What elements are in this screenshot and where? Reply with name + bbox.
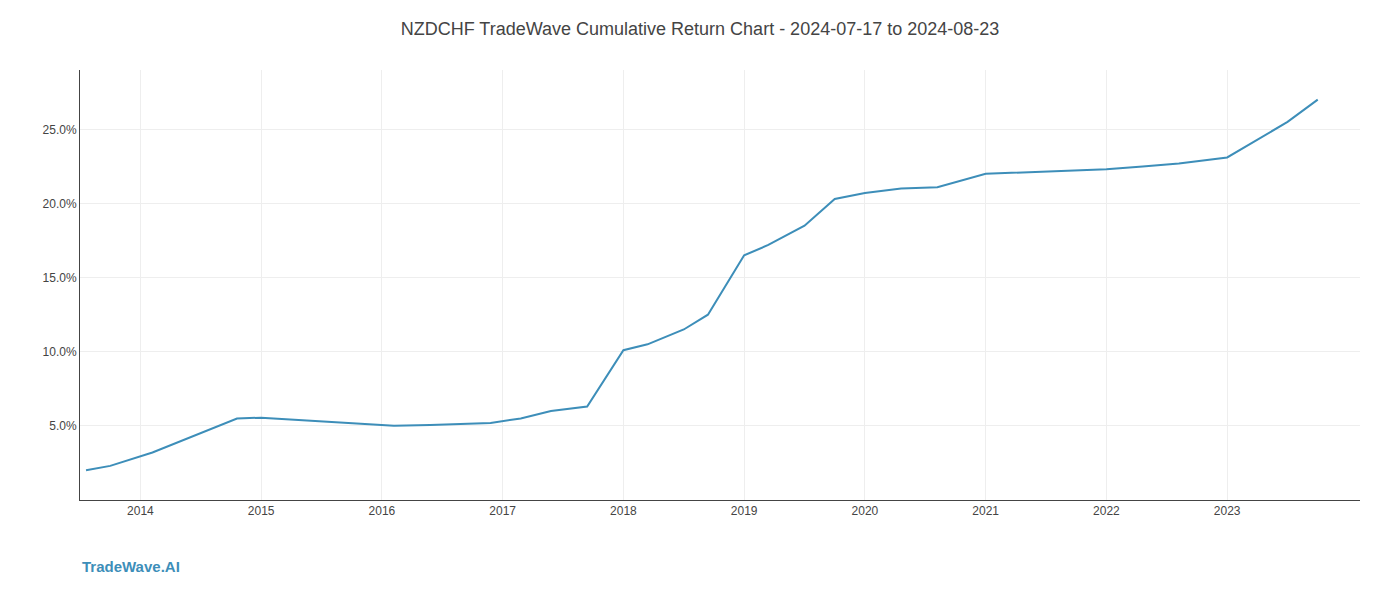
svg-text:2015: 2015 — [248, 504, 275, 518]
svg-text:20.0%: 20.0% — [43, 197, 77, 211]
svg-text:10.0%: 10.0% — [43, 345, 77, 359]
svg-text:15.0%: 15.0% — [43, 271, 77, 285]
svg-text:2022: 2022 — [1093, 504, 1120, 518]
svg-text:5.0%: 5.0% — [49, 419, 77, 433]
svg-text:2020: 2020 — [852, 504, 879, 518]
svg-text:2021: 2021 — [972, 504, 999, 518]
svg-text:2019: 2019 — [731, 504, 758, 518]
svg-text:2014: 2014 — [127, 504, 154, 518]
svg-text:2018: 2018 — [610, 504, 637, 518]
svg-text:2016: 2016 — [369, 504, 396, 518]
svg-text:TradeWave.AI: TradeWave.AI — [82, 558, 180, 575]
svg-text:2017: 2017 — [489, 504, 516, 518]
svg-text:NZDCHF TradeWave Cumulative Re: NZDCHF TradeWave Cumulative Return Chart… — [401, 19, 1000, 39]
svg-text:25.0%: 25.0% — [43, 123, 77, 137]
svg-text:2023: 2023 — [1214, 504, 1241, 518]
